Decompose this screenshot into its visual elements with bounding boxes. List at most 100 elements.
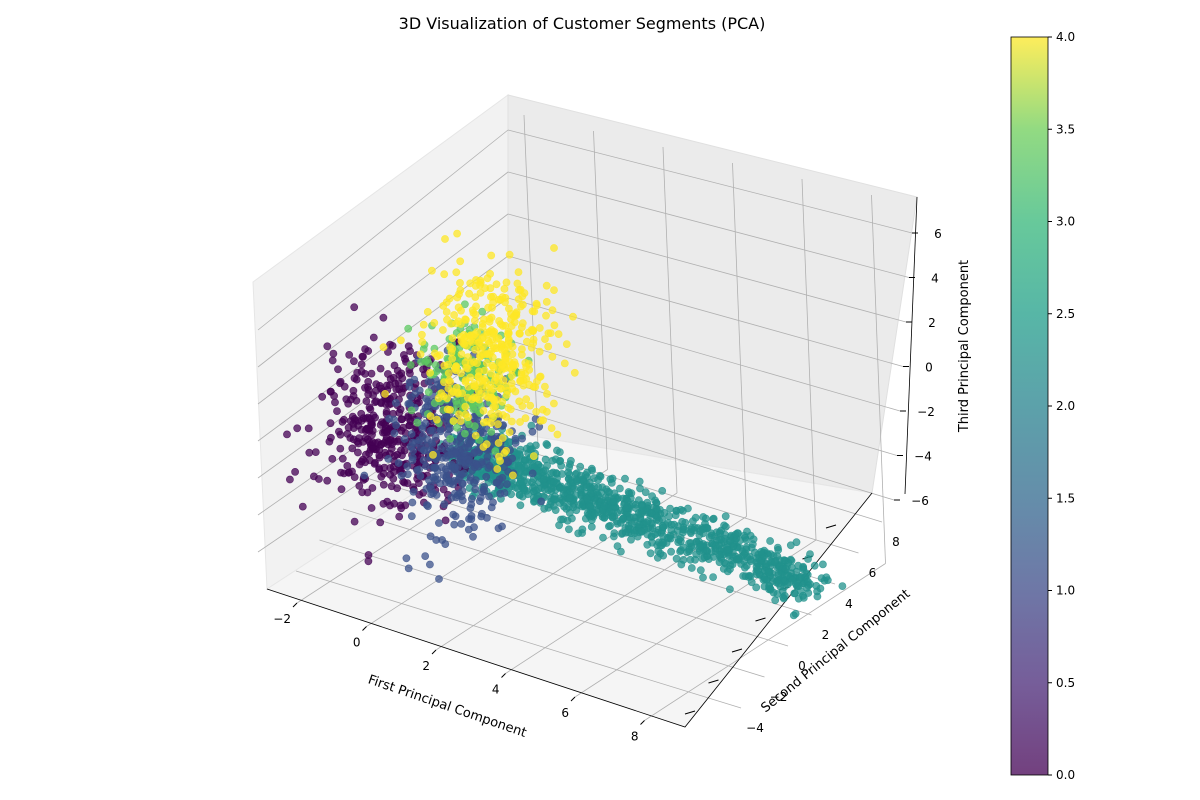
data-point: [523, 337, 531, 346]
x-tick-mark: [292, 602, 298, 608]
data-point: [456, 278, 464, 287]
data-point: [643, 530, 652, 539]
data-point: [384, 454, 393, 463]
data-point: [709, 573, 717, 581]
data-point: [403, 462, 412, 471]
data-point: [368, 484, 377, 492]
data-point: [514, 484, 522, 493]
data-point: [465, 420, 473, 429]
data-point: [643, 540, 652, 549]
data-point: [336, 468, 345, 477]
data-point: [473, 328, 481, 336]
data-point: [467, 515, 476, 524]
data-point: [573, 476, 581, 485]
data-point: [403, 479, 412, 488]
data-point: [453, 229, 461, 238]
data-point: [576, 462, 585, 471]
data-point: [456, 320, 465, 328]
data-point: [470, 478, 479, 487]
data-point: [550, 286, 558, 294]
data-point: [452, 268, 461, 277]
colorbar: 0.0 0.5 1.0 1.5 2.0 2.5 3.0 3.5 4.0: [1010, 30, 1075, 782]
data-point: [293, 424, 302, 433]
data-point: [392, 385, 401, 394]
data-point: [518, 319, 527, 328]
data-point: [358, 488, 367, 497]
data-point: [721, 512, 730, 521]
data-point: [417, 358, 425, 366]
data-point: [515, 450, 524, 458]
x-tick-mark: [501, 673, 506, 678]
data-point: [439, 301, 448, 310]
data-point: [769, 588, 778, 597]
data-point: [660, 509, 669, 517]
data-point: [544, 342, 553, 351]
data-point: [432, 415, 441, 424]
data-point: [672, 507, 681, 515]
data-point: [504, 329, 513, 338]
data-point: [331, 398, 339, 407]
data-point: [502, 278, 511, 287]
data-point: [565, 493, 574, 502]
data-point: [480, 366, 489, 375]
data-point: [345, 468, 353, 477]
data-point: [513, 279, 522, 288]
data-point: [407, 512, 416, 521]
data-point: [444, 360, 452, 369]
data-point: [637, 527, 646, 536]
data-point: [377, 472, 386, 481]
data-point: [445, 294, 454, 303]
data-point: [470, 358, 478, 366]
data-point: [522, 395, 531, 404]
data-point: [609, 497, 617, 506]
data-point: [407, 406, 416, 415]
data-point: [621, 504, 630, 513]
data-point: [464, 443, 473, 452]
data-point: [350, 473, 359, 481]
y-tick-label: 0: [798, 659, 806, 673]
data-point: [395, 512, 404, 521]
data-point: [528, 469, 537, 478]
data-point: [520, 289, 529, 297]
data-point: [774, 569, 783, 577]
data-point: [641, 488, 650, 497]
data-point: [471, 345, 480, 354]
y-grid-line: [366, 477, 812, 616]
data-point: [328, 356, 337, 365]
data-point: [556, 456, 565, 465]
data-point: [516, 418, 524, 426]
z-axis-label: Third Principal Component: [957, 260, 972, 433]
data-point: [430, 318, 439, 327]
colorbar-tick-label: 2.5: [1056, 307, 1075, 321]
data-point: [514, 268, 523, 276]
data-point: [479, 485, 488, 494]
data-point: [336, 444, 345, 453]
data-point: [542, 297, 551, 306]
data-point: [424, 388, 433, 397]
data-point: [451, 449, 460, 457]
data-point: [366, 405, 375, 414]
data-point: [369, 333, 378, 342]
data-point: [454, 410, 463, 419]
colorbar-tick-label: 2.0: [1056, 399, 1075, 413]
data-point: [509, 361, 517, 370]
x-grid-line-back: [801, 178, 817, 541]
data-point: [388, 341, 397, 350]
z-grid-line-left: [257, 129, 509, 331]
data-point: [551, 495, 560, 504]
data-point: [543, 389, 551, 398]
data-point: [517, 350, 526, 359]
data-point: [529, 326, 537, 335]
data-point: [467, 338, 476, 346]
data-point: [715, 528, 724, 536]
data-point: [492, 280, 501, 289]
data-point: [393, 484, 401, 493]
data-point: [389, 373, 398, 382]
data-point: [390, 451, 399, 460]
data-point: [512, 308, 521, 317]
data-point: [350, 303, 359, 312]
data-point: [594, 475, 602, 484]
data-point: [497, 384, 505, 393]
data-point: [548, 352, 557, 361]
z-tick-label: −4: [914, 450, 932, 464]
